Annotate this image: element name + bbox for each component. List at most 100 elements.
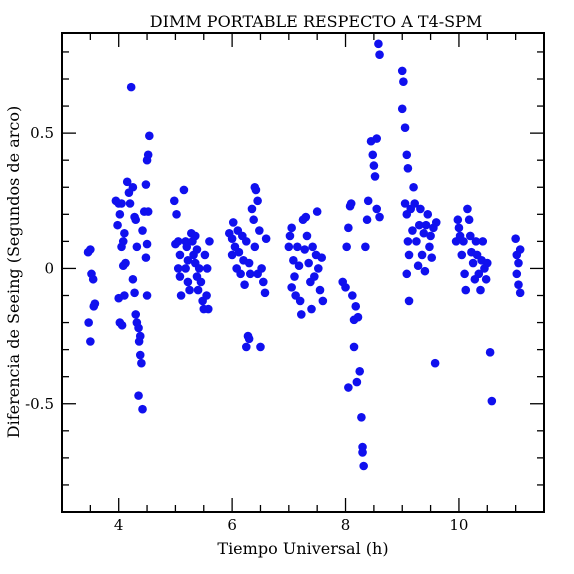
data-point — [172, 210, 181, 219]
data-point — [115, 210, 125, 219]
data-point — [169, 196, 179, 206]
data-point — [134, 323, 143, 333]
x-axis-label: Tiempo Universal (h) — [217, 539, 388, 558]
data-point — [344, 223, 353, 233]
data-point — [515, 288, 525, 298]
data-point — [341, 283, 350, 292]
data-point — [290, 272, 299, 281]
data-point — [143, 207, 153, 216]
data-point — [375, 212, 384, 222]
data-point — [250, 242, 260, 252]
data-point — [397, 104, 407, 114]
data-point — [134, 391, 143, 400]
data-point — [454, 223, 464, 233]
data-point — [295, 296, 305, 306]
data-point — [138, 226, 147, 235]
data-point — [421, 220, 431, 230]
data-point — [287, 223, 296, 233]
data-point — [408, 226, 417, 235]
data-point — [141, 253, 151, 262]
data-point — [118, 261, 128, 271]
data-point — [370, 172, 380, 181]
data-point — [372, 204, 382, 214]
data-point — [353, 312, 363, 322]
data-point — [515, 245, 525, 254]
data-point — [86, 337, 95, 346]
data-point — [461, 285, 471, 295]
data-point — [318, 296, 328, 306]
data-point — [259, 277, 268, 287]
data-point — [485, 348, 495, 357]
data-point — [175, 272, 185, 281]
data-point — [357, 412, 366, 422]
x-tick-labels: 4 6 8 10 — [114, 516, 469, 534]
data-point — [409, 182, 418, 192]
data-point — [247, 204, 257, 214]
data-point — [414, 220, 424, 230]
data-point — [482, 258, 492, 268]
data-point — [464, 215, 474, 225]
data-point — [289, 256, 298, 265]
data-point — [296, 310, 306, 319]
data-point — [138, 404, 147, 414]
data-point — [117, 320, 127, 330]
data-point — [312, 207, 322, 216]
data-point — [427, 253, 437, 262]
data-point — [315, 285, 325, 295]
data-point — [202, 264, 212, 273]
data-point — [344, 383, 353, 392]
data-point — [453, 215, 463, 225]
data-point — [419, 228, 429, 238]
data-point — [361, 242, 370, 252]
x-tick-label: 6 — [227, 516, 237, 534]
data-point — [236, 269, 245, 279]
data-point — [511, 234, 520, 243]
data-point — [294, 261, 304, 271]
data-point — [228, 218, 238, 227]
data-point — [205, 237, 214, 246]
data-point — [293, 242, 302, 252]
data-point — [431, 218, 441, 227]
data-point — [400, 199, 410, 208]
data-point — [362, 215, 372, 225]
data-point — [122, 177, 132, 187]
data-point — [285, 231, 295, 241]
data-point — [474, 269, 484, 279]
data-point — [307, 304, 316, 314]
data-point — [478, 237, 488, 246]
data-point — [185, 285, 194, 295]
data-point — [412, 237, 421, 246]
data-point — [310, 272, 319, 281]
data-point — [359, 461, 368, 471]
data-point — [314, 264, 323, 273]
y-axis-label: Diferencia de Seeing (Segundos de arco) — [4, 106, 23, 438]
data-point — [355, 366, 365, 376]
data-point — [257, 264, 266, 273]
data-point — [471, 237, 481, 246]
data-point — [369, 161, 379, 170]
data-point — [300, 245, 310, 254]
data-point — [141, 180, 151, 189]
data-point — [410, 199, 420, 208]
data-point — [202, 291, 211, 300]
data-point — [227, 250, 237, 260]
axis-ticks — [61, 33, 545, 512]
data-point — [137, 358, 146, 368]
data-point — [514, 280, 523, 289]
data-point — [183, 277, 193, 287]
data-point — [241, 342, 251, 352]
data-point — [130, 288, 139, 298]
data-point — [128, 274, 138, 284]
data-point — [487, 396, 497, 406]
data-point — [88, 274, 98, 284]
data-point — [128, 182, 138, 192]
y-tick-label: 0 — [44, 259, 54, 277]
data-point — [84, 318, 93, 327]
data-point — [368, 150, 378, 160]
data-point — [179, 185, 189, 195]
data-point — [196, 277, 206, 287]
data-point — [457, 250, 467, 260]
data-point — [301, 212, 311, 222]
data-point — [132, 242, 142, 252]
